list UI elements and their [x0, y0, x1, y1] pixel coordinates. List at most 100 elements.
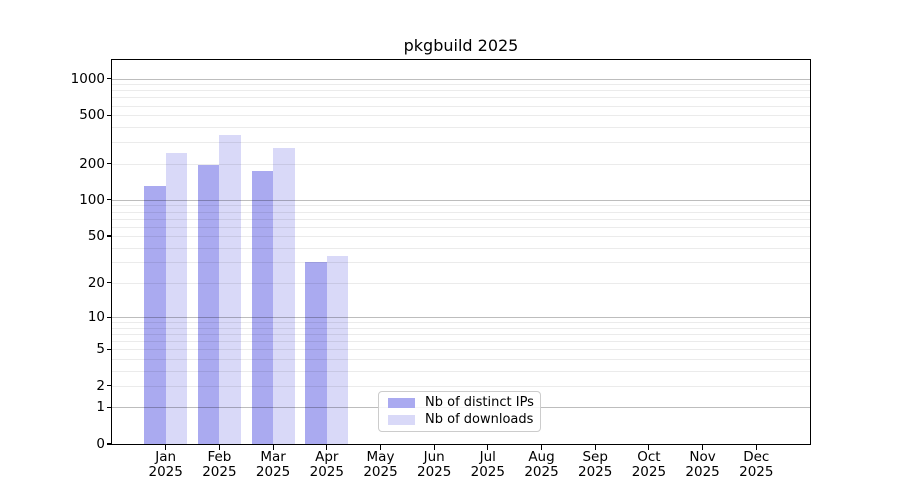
minor-gridline	[112, 142, 810, 144]
minor-gridline	[112, 358, 810, 360]
x-tick-label: Jul 2025	[452, 450, 524, 480]
y-tick-mark	[107, 406, 112, 408]
minor-gridline	[112, 370, 810, 372]
x-tick-label: Oct 2025	[613, 450, 685, 480]
x-tick-label: Apr 2025	[291, 450, 363, 480]
y-tick-mark	[107, 77, 112, 80]
minor-gridline	[112, 247, 810, 249]
legend-swatch-distinct-ips-icon	[388, 397, 415, 408]
x-tick-month: Sep	[582, 449, 608, 465]
bar-downloads	[219, 134, 241, 444]
x-tick-month: Mar	[260, 449, 286, 465]
minor-gridline	[112, 163, 810, 165]
y-tick-mark	[107, 235, 112, 237]
x-tick-label: Feb 2025	[183, 450, 255, 480]
legend-label-downloads: Nb of downloads	[425, 412, 534, 428]
x-tick-year: 2025	[685, 464, 720, 480]
bars-layer	[112, 60, 810, 444]
legend-swatch-downloads-icon	[388, 415, 415, 426]
x-tick-mark	[540, 445, 543, 450]
legend: Nb of distinct IPs Nb of downloads	[378, 391, 541, 432]
bar-distinct-ips	[197, 165, 220, 444]
x-tick-mark	[218, 445, 220, 450]
x-tick-mark	[755, 445, 757, 450]
x-tick-month: Oct	[637, 449, 661, 465]
x-tick-year: 2025	[739, 464, 774, 480]
minor-gridline	[112, 205, 810, 207]
y-tick-label: 1	[96, 399, 105, 416]
bar-downloads	[273, 147, 295, 444]
y-tick-label: 10	[87, 309, 105, 326]
x-tick-year: 2025	[578, 464, 613, 480]
x-tick-month: Jan	[155, 449, 177, 465]
major-gridline	[112, 199, 810, 201]
bar-distinct-ips	[305, 262, 327, 444]
y-tick-label: 50	[87, 228, 105, 244]
y-tick-label: 200	[79, 155, 105, 172]
x-tick-mark	[272, 445, 274, 450]
y-tick-mark	[107, 114, 112, 116]
minor-gridline	[112, 236, 810, 237]
minor-gridline	[112, 105, 810, 107]
minor-gridline	[112, 322, 810, 324]
x-tick-month: Dec	[743, 449, 770, 465]
y-tick-mark	[107, 162, 112, 165]
x-tick-year: 2025	[309, 464, 344, 480]
x-tick-year: 2025	[631, 464, 667, 480]
x-tick-month: Feb	[207, 449, 232, 465]
y-tick-label: 0	[96, 436, 105, 452]
x-tick-mark	[702, 445, 704, 450]
minor-gridline	[112, 226, 810, 228]
x-tick-mark	[487, 445, 489, 450]
x-tick-year: 2025	[524, 464, 559, 480]
legend-item-distinct-ips: Nb of distinct IPs	[379, 394, 540, 412]
x-tick-mark	[326, 445, 328, 450]
y-tick-label: 5	[96, 341, 105, 358]
x-tick-year: 2025	[470, 464, 505, 480]
minor-gridline	[112, 211, 810, 213]
x-tick-year: 2025	[417, 464, 452, 480]
minor-gridline	[112, 84, 810, 86]
minor-gridline	[112, 334, 810, 335]
y-tick-mark	[107, 348, 112, 350]
minor-gridline	[112, 282, 810, 284]
x-tick-label: Dec 2025	[720, 450, 792, 480]
y-tick-mark	[107, 385, 112, 387]
x-tick-label: Jun 2025	[398, 450, 470, 480]
y-tick-mark	[107, 316, 112, 318]
x-tick-label: Nov 2025	[667, 450, 739, 480]
minor-gridline	[112, 115, 810, 117]
gridlines-layer	[112, 60, 810, 444]
minor-gridline	[112, 126, 810, 128]
y-tick-label: 2	[96, 377, 105, 394]
bar-distinct-ips	[144, 186, 166, 444]
x-tick-label: May 2025	[345, 450, 417, 480]
x-tick-mark	[433, 445, 435, 450]
chart-title: pkgbuild 2025	[403, 36, 519, 55]
bar-distinct-ips	[251, 171, 274, 444]
x-tick-label: Jan 2025	[130, 450, 202, 480]
x-tick-mark	[165, 445, 167, 450]
x-tick-mark	[594, 445, 596, 450]
major-gridline	[112, 78, 810, 80]
x-tick-label: Mar 2025	[237, 450, 309, 480]
x-tick-month: Nov	[689, 449, 716, 465]
y-tick-mark	[107, 199, 112, 201]
minor-gridline	[112, 90, 810, 92]
x-tick-mark	[379, 445, 382, 450]
minor-gridline	[112, 341, 810, 343]
x-tick-year: 2025	[363, 464, 398, 480]
x-tick-year: 2025	[255, 464, 291, 480]
minor-gridline	[112, 385, 810, 387]
minor-gridline	[112, 218, 810, 220]
minor-gridline	[112, 327, 810, 329]
y-tick-label: 100	[79, 191, 105, 208]
legend-item-downloads: Nb of downloads	[379, 412, 540, 430]
legend-label-distinct-ips: Nb of distinct IPs	[425, 394, 534, 410]
y-tick-label: 500	[79, 107, 105, 124]
x-tick-month: Aug	[528, 449, 555, 465]
bar-downloads	[326, 255, 349, 444]
y-tick-mark	[107, 443, 112, 445]
x-tick-month: Jul	[479, 449, 496, 465]
major-gridline	[112, 317, 810, 319]
